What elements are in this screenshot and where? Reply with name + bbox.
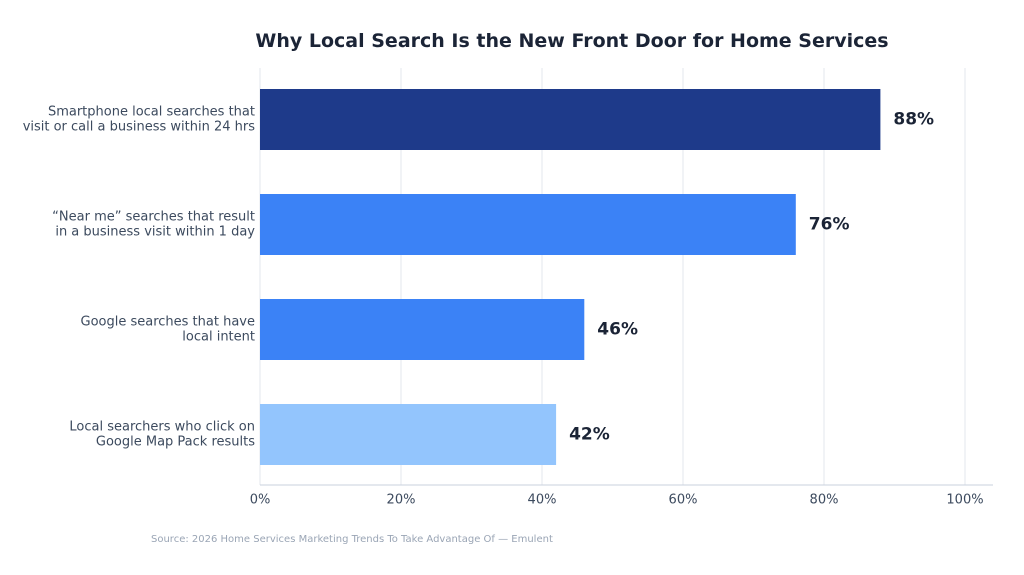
- data-label: 42%: [569, 425, 610, 445]
- category-label-line: Google Map Pack results: [96, 435, 255, 450]
- category-label-line: Local searchers who click on: [69, 420, 255, 435]
- category-label: “Near me” searches that result in a busin…: [52, 210, 255, 240]
- x-tick-label: 40%: [528, 493, 557, 508]
- category-label-line: in a business visit within 1 day: [55, 225, 255, 240]
- category-label-line: local intent: [182, 330, 255, 345]
- x-tick-label: 100%: [946, 493, 983, 508]
- data-label: 46%: [597, 320, 638, 340]
- category-labels: Smartphone local searches that visit or c…: [23, 105, 256, 450]
- category-label: Google searches that have local intent: [81, 315, 256, 345]
- bar: [260, 194, 796, 255]
- bars: [260, 89, 881, 465]
- x-tick-label: 60%: [669, 493, 698, 508]
- data-label: 76%: [809, 215, 850, 235]
- x-tick-label: 80%: [810, 493, 839, 508]
- data-label: 88%: [893, 110, 934, 130]
- x-tick-label: 0%: [250, 493, 271, 508]
- x-axis-ticks: 0% 20% 40% 60% 80% 100%: [250, 493, 984, 508]
- chart-title: Why Local Search Is the New Front Door f…: [255, 30, 888, 52]
- bar: [260, 89, 881, 150]
- x-tick-label: 20%: [387, 493, 416, 508]
- bar: [260, 299, 585, 360]
- category-label-line: visit or call a business within 24 hrs: [23, 120, 256, 135]
- bar: [260, 404, 557, 465]
- category-label-line: Smartphone local searches that: [48, 105, 255, 120]
- category-label: Smartphone local searches that visit or c…: [23, 105, 256, 135]
- category-label: Local searchers who click on Google Map P…: [69, 420, 255, 450]
- category-label-line: Google searches that have: [81, 315, 256, 330]
- category-label-line: “Near me” searches that result: [52, 210, 255, 225]
- source-note: Source: 2026 Home Services Marketing Tre…: [151, 534, 553, 545]
- data-labels: 88% 76% 46% 42%: [569, 110, 934, 445]
